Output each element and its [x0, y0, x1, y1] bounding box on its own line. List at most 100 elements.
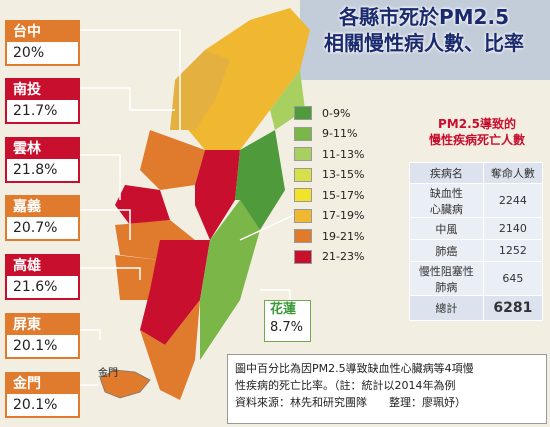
- county-percent: 20.1%: [13, 397, 58, 413]
- disease-cell: 中風: [409, 217, 484, 240]
- table-title: PM2.5導致的 慢性疾病死亡人數: [412, 116, 542, 148]
- legend-swatch: [294, 147, 312, 162]
- footnote-line-3: 資料來源：林先和研究團隊 整理：廖珮妤）: [235, 396, 466, 409]
- county-label-taichung: 台中 20%: [5, 20, 80, 66]
- legend-swatch: [294, 188, 312, 203]
- county-percent: 20.1%: [13, 338, 58, 354]
- disease-cell: 慢性阻塞性 肺病: [409, 261, 484, 296]
- legend-label: 11-13%: [322, 147, 365, 161]
- legend-label: 21-23%: [322, 250, 365, 264]
- table-row: 慢性阻塞性肺病 645: [409, 261, 544, 296]
- county-name: 南投: [7, 80, 78, 100]
- legend-swatch: [294, 126, 312, 141]
- county-label-yunlin: 雲林 21.8%: [5, 137, 80, 183]
- region-tainan: [115, 255, 160, 300]
- count-cell: 1252: [482, 239, 544, 262]
- count-cell: 2140: [482, 217, 544, 240]
- title-line-1: 各縣市死於PM2.5: [339, 5, 509, 29]
- county-name: 屏東: [7, 315, 78, 335]
- footnote: 圖中百分比為因PM2.5導致缺血性心臟病等4項慢 性疾病的死亡比率。（註：統計以…: [227, 354, 547, 424]
- county-label-hualien: 花蓮 8.7%: [264, 300, 311, 342]
- table-header-disease: 疾病名: [409, 162, 484, 184]
- region-northwest: [170, 50, 230, 130]
- kinmen-island: [99, 369, 151, 399]
- region-taichung: [140, 130, 205, 190]
- disease-line: 肺癌: [435, 244, 458, 258]
- disease-line: 肺病: [435, 280, 458, 294]
- table-title-line-2: 慢性疾病死亡人數: [428, 133, 525, 147]
- legend-swatch: [294, 229, 312, 244]
- legend-label: 19-21%: [322, 229, 365, 243]
- leader-lines: [80, 29, 295, 386]
- legend-label: 17-19%: [322, 209, 365, 223]
- legend-item: 0-9%: [294, 103, 392, 124]
- footnote-line-2: 性疾病的死亡比率。（註：統計以2014年為例: [235, 379, 456, 392]
- title-line-2: 相關慢性病人數、比率: [324, 31, 524, 55]
- legend-item: 21-23%: [294, 247, 392, 268]
- disease-line: 心臟病: [429, 202, 463, 216]
- region-nantou: [195, 150, 240, 240]
- county-label-chiayi: 嘉義 20.7%: [5, 195, 80, 241]
- disease-cell: 缺血性 心臟病: [409, 183, 484, 218]
- infographic-title: 各縣市死於PM2.5 相關慢性病人數、比率: [304, 4, 544, 68]
- county-percent: 21.6%: [13, 279, 58, 295]
- legend-swatch: [294, 249, 312, 264]
- color-legend: 0-9% 9-11% 11-13% 13-15% 15-17% 17-19% 1…: [294, 103, 392, 267]
- disease-line: 缺血性: [429, 186, 463, 200]
- region-kaohsiung: [140, 240, 210, 345]
- table-total-row: 總計 6281: [409, 295, 544, 321]
- legend-item: 17-19%: [294, 206, 392, 227]
- county-label-kinmen: 金門 20.1%: [5, 372, 80, 418]
- legend-swatch: [294, 106, 312, 121]
- disease-cell: 肺癌: [409, 239, 484, 262]
- legend-item: 11-13%: [294, 144, 392, 165]
- legend-label: 15-17%: [322, 188, 365, 202]
- table-row: 中風 2140: [409, 217, 544, 240]
- table-header-count: 奪命人數: [482, 162, 544, 184]
- legend-item: 19-21%: [294, 226, 392, 247]
- region-north: [175, 8, 310, 150]
- deaths-table: 疾病名 奪命人數 缺血性心臟病 2244 中風 2140 肺癌 1252 慢性阻…: [409, 162, 544, 321]
- county-name: 高雄: [7, 256, 78, 276]
- footnote-line-1: 圖中百分比為因PM2.5導致缺血性心臟病等4項慢: [235, 362, 474, 375]
- count-cell: 645: [482, 261, 544, 296]
- legend-label: 13-15%: [322, 168, 365, 182]
- county-label-nantou: 南投 21.7%: [5, 78, 80, 124]
- legend-item: 13-15%: [294, 165, 392, 186]
- total-value: 6281: [482, 295, 544, 321]
- county-percent: 21.8%: [13, 162, 58, 178]
- region-hualien: [235, 130, 285, 230]
- count-cell: 2244: [482, 183, 544, 218]
- county-name: 花蓮: [265, 301, 310, 319]
- legend-swatch: [294, 167, 312, 182]
- legend-swatch: [294, 208, 312, 223]
- county-percent: 8.7%: [270, 320, 304, 335]
- county-name: 台中: [7, 22, 78, 42]
- legend-item: 9-11%: [294, 124, 392, 145]
- table-row: 肺癌 1252: [409, 239, 544, 262]
- legend-item: 15-17%: [294, 185, 392, 206]
- county-name: 雲林: [7, 139, 78, 159]
- legend-label: 9-11%: [322, 127, 358, 141]
- county-label-pingtung: 屏東 20.1%: [5, 313, 80, 359]
- county-percent: 20%: [13, 45, 45, 61]
- table-row: 缺血性心臟病 2244: [409, 183, 544, 218]
- disease-line: 慢性阻塞性: [418, 264, 474, 278]
- table-header-row: 疾病名 奪命人數: [409, 162, 544, 184]
- county-percent: 21.7%: [13, 103, 58, 119]
- table-title-line-1: PM2.5導致的: [438, 117, 516, 131]
- county-name: 金門: [7, 374, 78, 394]
- county-label-kaohsiung: 高雄 21.6%: [5, 254, 80, 300]
- county-name: 嘉義: [7, 197, 78, 217]
- region-pingtung: [140, 300, 200, 400]
- legend-label: 0-9%: [322, 106, 351, 120]
- disease-line: 中風: [435, 222, 458, 236]
- kinmen-inset-label: 金門: [98, 368, 118, 379]
- region-yunlin: [115, 185, 170, 225]
- map-sea-strip: [300, 0, 550, 80]
- total-label: 總計: [409, 295, 484, 321]
- county-percent: 20.7%: [13, 220, 58, 236]
- region-taitung: [200, 200, 260, 360]
